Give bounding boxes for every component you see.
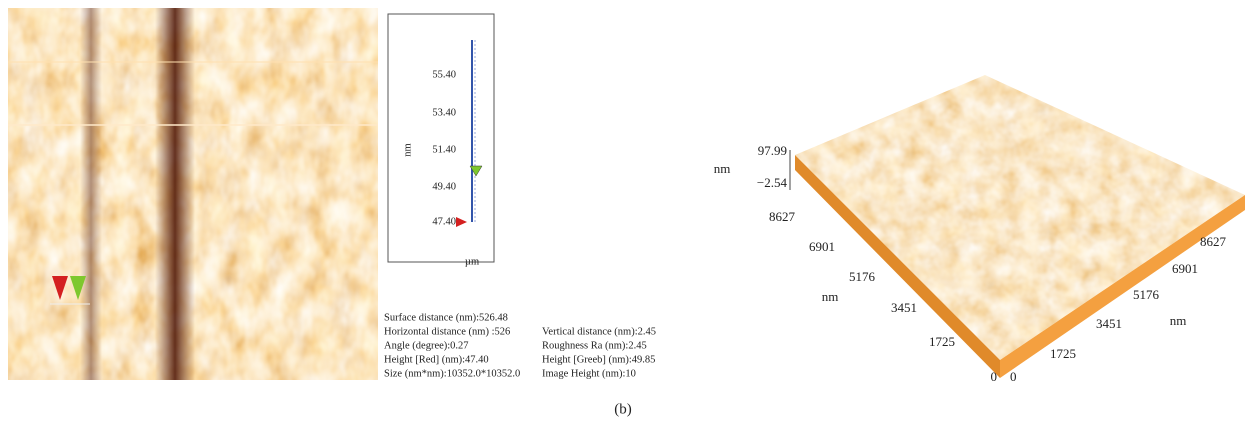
measurement: Height [Red] (nm):47.40 [384, 354, 489, 365]
measurement: Angle (degree):0.27 [384, 340, 469, 351]
right-axis-tick: 1725 [1050, 346, 1076, 361]
measurement: Vertical distance (nm):2.45 [542, 326, 656, 337]
z-axis-label: nm [714, 161, 731, 176]
right-axis-tick: 0 [1010, 369, 1017, 384]
z-max: 97.99 [758, 143, 787, 158]
y-tick-label: 53.40 [432, 107, 456, 118]
left-axis-tick: 3451 [891, 300, 917, 315]
y-tick-label: 49.40 [432, 181, 456, 192]
measurement: Image Height (nm):10 [542, 368, 636, 379]
y-axis-label: nm [402, 143, 413, 156]
profile-panel: nm µm [388, 14, 494, 267]
left-axis-label: nm [822, 289, 839, 304]
right-axis-tick: 8627 [1200, 234, 1227, 249]
x-axis-label: µm [465, 256, 479, 267]
measurement: Horizontal distance (nm) :526 [384, 326, 510, 337]
afm-image [8, 8, 378, 380]
z-min: −2.54 [757, 175, 788, 190]
right-axis-label: nm [1170, 313, 1187, 328]
measurement: Height [Greeb] (nm):49.85 [542, 354, 655, 365]
right-axis-tick: 6901 [1172, 261, 1198, 276]
y-tick-label: 51.40 [432, 144, 456, 155]
measurement: Roughness Ra (nm):2.45 [542, 340, 647, 351]
measurement: Size (nm*nm):10352.0*10352.0 [384, 368, 520, 379]
caption: (b) [614, 401, 632, 417]
left-axis-tick: 0 [991, 369, 998, 384]
left-axis-tick: 1725 [929, 334, 955, 349]
left-axis-tick: 8627 [769, 209, 796, 224]
surface-3d [790, 70, 1247, 378]
y-tick-label: 47.40 [432, 216, 456, 227]
right-axis-tick: 3451 [1096, 316, 1122, 331]
left-axis-tick: 6901 [809, 239, 835, 254]
right-axis-tick: 5176 [1133, 287, 1160, 302]
figure: nm µm (b) 55.40 53.40 51.40 49.40 47.40 Surfa… [0, 0, 1247, 426]
y-tick-label: 55.40 [432, 69, 456, 80]
measurement: Surface distance (nm):526.48 [384, 312, 508, 323]
left-axis-tick: 5176 [849, 269, 876, 284]
